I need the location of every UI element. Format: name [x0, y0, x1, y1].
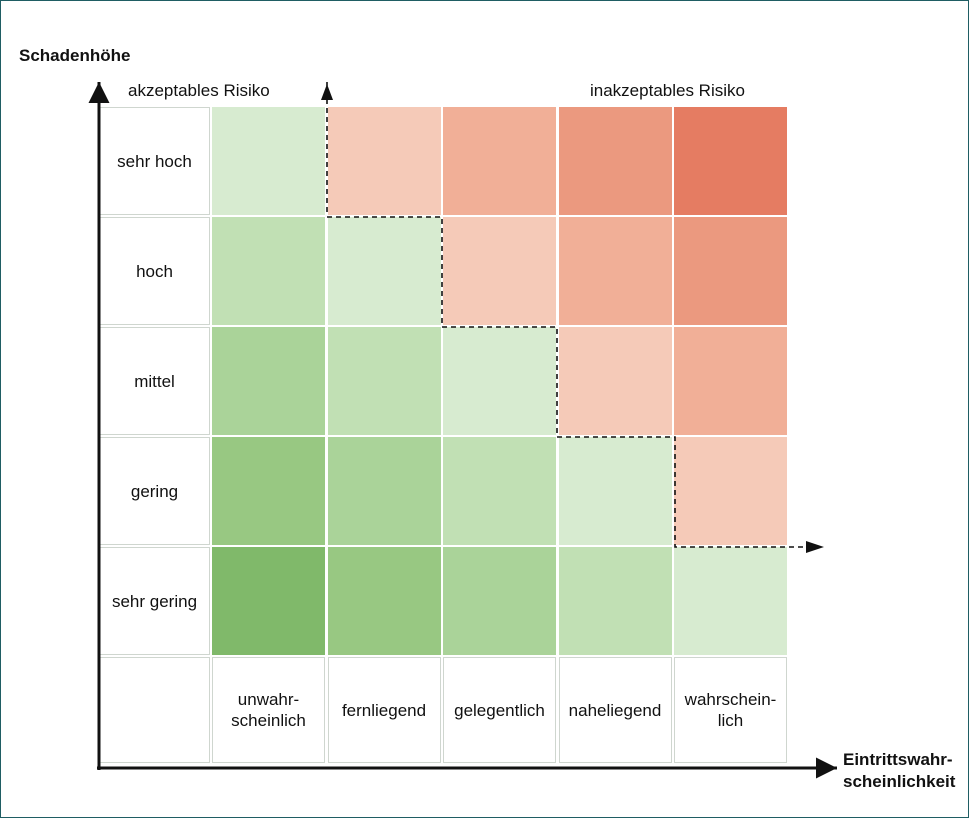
risk-boundary-line [327, 216, 808, 548]
right-arrow-head [806, 541, 824, 553]
risk-cell [443, 327, 556, 435]
risk-cell [327, 107, 441, 215]
column-label-line: lich [717, 711, 744, 730]
column-label-line: wahrschein- [684, 690, 777, 709]
row-label: gering [99, 437, 210, 545]
risk-cell [327, 547, 441, 655]
risk-cell [443, 547, 556, 655]
column-label: fernliegend [327, 657, 441, 763]
column-label: unwahr-scheinlich [212, 657, 325, 763]
row-label: sehr gering [99, 547, 210, 655]
risk-cell [674, 437, 787, 545]
row-label: mittel [99, 327, 210, 435]
column-label: gelegentlich [443, 657, 556, 763]
column-label-line: naheliegend [568, 700, 662, 720]
risk-cell [674, 327, 787, 435]
column-label-line: fernliegend [341, 700, 427, 720]
risk-cell [558, 547, 672, 655]
risk-cell [212, 217, 325, 325]
column-label: naheliegend [558, 657, 672, 763]
x-axis-title-line1: Eintrittswahr- [843, 750, 953, 769]
column-label-line: unwahr- [237, 690, 300, 709]
risk-cell [558, 437, 672, 545]
corner-cell [99, 657, 210, 763]
risk-cell [327, 217, 441, 325]
risk-cell [558, 217, 672, 325]
risk-cell [327, 327, 441, 435]
risk-cell [558, 327, 672, 435]
x-axis-title-line2: scheinlichkeit [843, 772, 956, 791]
risk-cell [443, 437, 556, 545]
row-label: sehr hoch [99, 107, 210, 215]
risk-cell [212, 547, 325, 655]
risk-cell [212, 327, 325, 435]
risk-cell [558, 107, 672, 215]
risk-cell [212, 437, 325, 545]
risk-cell [674, 547, 787, 655]
acceptable-risk-label: akzeptables Risiko [128, 81, 270, 100]
column-label: wahrschein-lich [674, 657, 787, 763]
y-axis-title: Schadenhöhe [19, 46, 131, 65]
risk-cell [443, 217, 556, 325]
unacceptable-risk-label: inakzeptables Risiko [590, 81, 745, 100]
column-label-line: gelegentlich [454, 700, 545, 720]
risk-cell [327, 437, 441, 545]
column-label-line: scheinlich [231, 711, 306, 730]
risk-cell [212, 107, 325, 215]
up-arrow-head [321, 84, 333, 100]
risk-cell [674, 107, 787, 215]
risk-cell [443, 107, 556, 215]
risk-cell [674, 217, 787, 325]
